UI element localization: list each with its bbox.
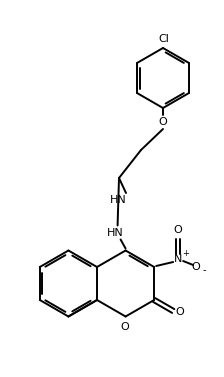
- Text: +: +: [182, 250, 189, 259]
- Text: O: O: [174, 225, 183, 235]
- Text: O: O: [192, 262, 200, 272]
- Text: O: O: [120, 322, 129, 333]
- Text: -: -: [202, 265, 206, 275]
- Text: HN: HN: [110, 195, 126, 205]
- Text: N: N: [174, 254, 182, 264]
- Text: Cl: Cl: [159, 34, 169, 44]
- Text: HN: HN: [107, 227, 124, 238]
- Text: O: O: [159, 117, 167, 127]
- Text: O: O: [176, 307, 185, 317]
